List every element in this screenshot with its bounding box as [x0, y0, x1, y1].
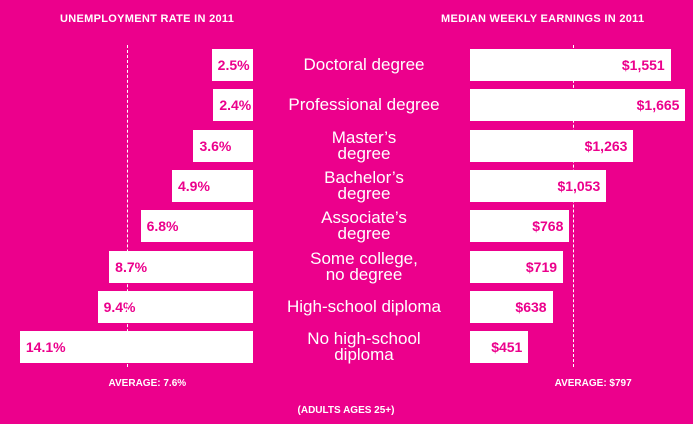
- value-label: 6.8%: [146, 218, 179, 235]
- value-label: 9.4%: [103, 298, 136, 315]
- bar: [19, 331, 253, 364]
- value-label: 14.1%: [25, 339, 66, 356]
- average-label: AVERAGE: $797: [554, 378, 632, 389]
- bar: [470, 290, 553, 323]
- average-line: [127, 45, 129, 367]
- value-label: 2.4%: [219, 97, 252, 114]
- category-label: No high-school diploma: [307, 329, 421, 365]
- note: (ADULTS AGES 25+): [297, 405, 395, 416]
- value-label: $1,551: [621, 57, 665, 73]
- category-label: Professional degree: [288, 95, 440, 115]
- bar: [470, 129, 634, 162]
- value-label: 8.7%: [115, 258, 148, 275]
- average-label: AVERAGE: 7.6%: [108, 378, 187, 389]
- bar: [171, 169, 253, 202]
- bar: [470, 49, 671, 81]
- category-label: Some college, no degree: [310, 248, 418, 284]
- value-label: $719: [525, 258, 558, 275]
- category-label: Doctoral degree: [303, 55, 425, 74]
- value-label: 2.5%: [217, 57, 250, 73]
- value-label: $638: [515, 298, 547, 315]
- bar: [213, 89, 253, 122]
- value-label: $768: [532, 218, 564, 235]
- bar: [97, 290, 253, 323]
- value-label: $451: [491, 339, 523, 356]
- average-line: [573, 45, 575, 367]
- panel-title: MEDIAN WEEKLY EARNINGS IN 2011: [441, 13, 645, 25]
- bar: [470, 89, 686, 122]
- bar: [140, 210, 253, 243]
- value-label: 3.6%: [199, 137, 232, 154]
- bar: [193, 129, 253, 162]
- value-label: $1,263: [584, 137, 628, 154]
- bar: [470, 331, 529, 364]
- bar: [211, 49, 253, 81]
- category-label: Master’s degree: [331, 127, 397, 163]
- bar: [470, 250, 564, 283]
- category-label: Associate’s degree: [321, 208, 407, 244]
- value-label: 4.9%: [177, 177, 210, 194]
- category-label: High-school diploma: [286, 296, 442, 316]
- value-label: $1,665: [636, 97, 680, 114]
- category-label: Bachelor’s degree: [324, 167, 404, 203]
- bar: [109, 250, 253, 283]
- bar: [470, 169, 607, 202]
- bar: [470, 210, 570, 243]
- value-label: $1,053: [557, 177, 601, 194]
- panel-title: UNEMPLOYMENT RATE IN 2011: [60, 13, 235, 25]
